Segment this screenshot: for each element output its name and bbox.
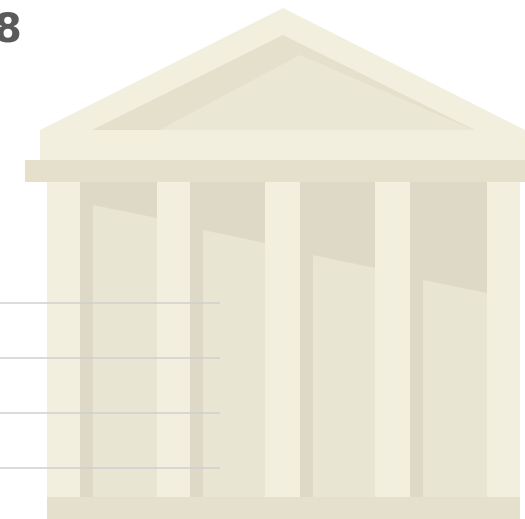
column: [375, 182, 410, 500]
roof-band: [40, 130, 525, 160]
base: [47, 497, 520, 519]
column: [47, 182, 80, 500]
entablature: [25, 160, 525, 182]
column: [157, 182, 190, 500]
column: [487, 182, 520, 500]
number-label: 8: [0, 6, 22, 52]
panel-shade: [203, 230, 265, 500]
panel-shade: [313, 255, 375, 500]
column: [265, 182, 300, 500]
panel-shade: [93, 205, 157, 500]
roof-shade: [150, 55, 485, 135]
panel-shade: [423, 280, 487, 500]
